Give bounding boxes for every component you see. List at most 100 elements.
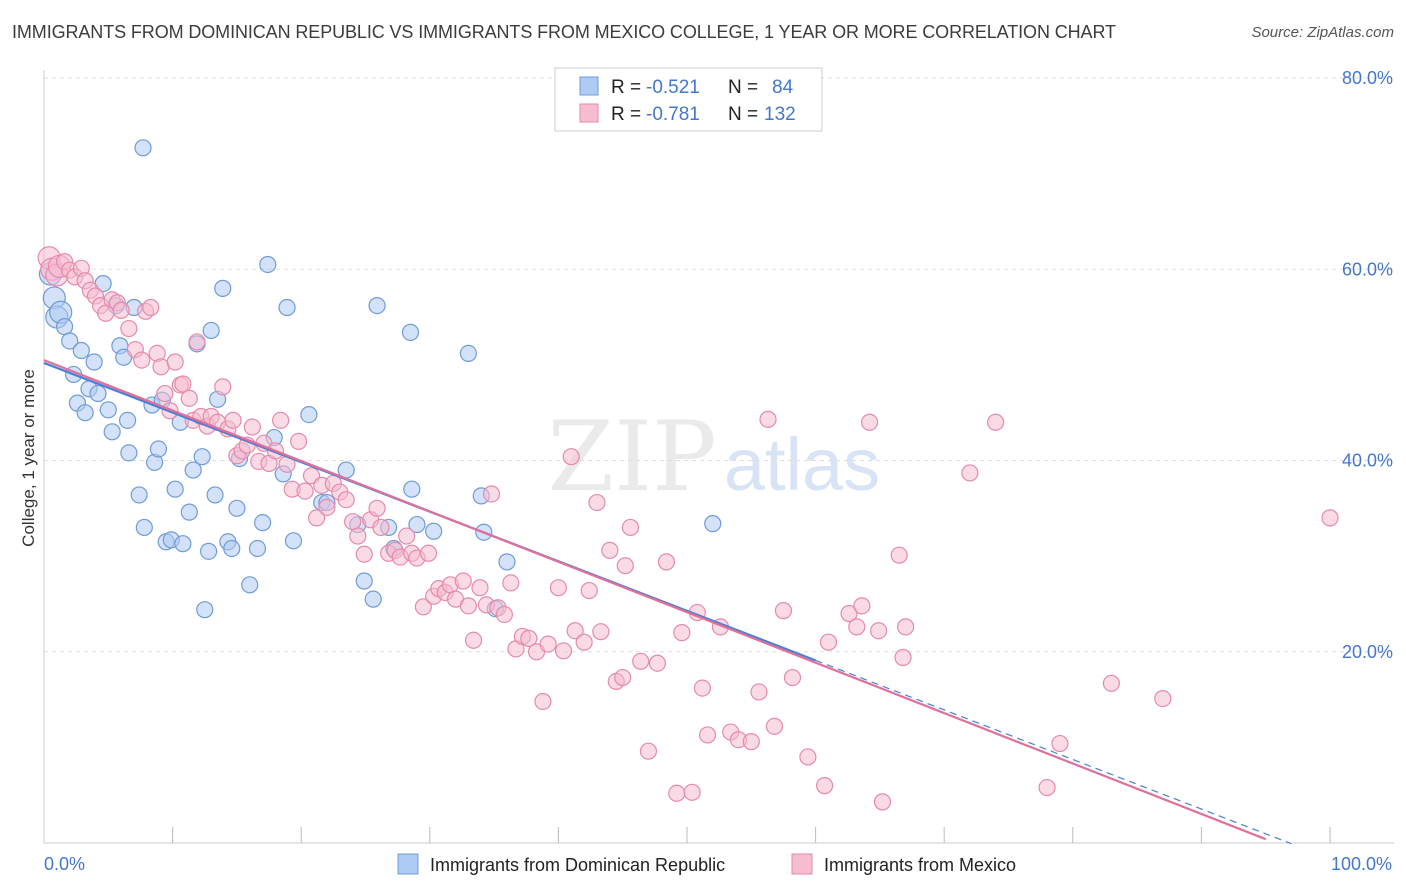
point-mexico xyxy=(621,518,640,537)
chart-title: IMMIGRANTS FROM DOMINICAN REPUBLIC VS IM… xyxy=(12,22,1116,42)
point-dominican xyxy=(200,542,218,560)
point-dominican xyxy=(355,572,373,590)
stats-n-value-pink: 132 xyxy=(764,104,796,125)
point-mexico xyxy=(459,597,477,615)
point-mexico xyxy=(861,413,879,431)
point-mexico xyxy=(742,733,760,751)
point-mexico xyxy=(575,633,593,651)
point-dominican xyxy=(214,279,232,297)
point-mexico xyxy=(673,624,691,642)
point-mexico xyxy=(616,557,634,575)
point-mexico xyxy=(349,527,367,545)
point-dominican xyxy=(180,503,198,521)
point-mexico xyxy=(133,351,151,369)
grid-lines xyxy=(44,77,1394,653)
y-tick-label: 20.0% xyxy=(1342,642,1393,662)
legend-swatch-dominican xyxy=(397,853,419,875)
point-mexico xyxy=(840,604,858,623)
point-dominican xyxy=(184,461,202,479)
point-dominican xyxy=(61,332,79,350)
point-dominican xyxy=(130,486,148,504)
point-mexico xyxy=(588,493,606,512)
point-mexico xyxy=(698,726,717,744)
point-dominican xyxy=(193,448,211,466)
point-mexico xyxy=(471,579,489,597)
point-mexico xyxy=(180,389,198,407)
point-dominican xyxy=(206,486,224,504)
point-mexico xyxy=(1102,674,1120,692)
point-dominican xyxy=(135,518,153,537)
point-mexico xyxy=(639,742,658,760)
stats-r-value-blue: -0.521 xyxy=(646,77,700,98)
point-mexico xyxy=(601,541,619,559)
chart-source: Source: ZipAtlas.com xyxy=(1251,24,1394,41)
point-mexico xyxy=(464,631,483,649)
point-mexico xyxy=(683,783,701,801)
legend-label-mexico: Immigrants from Mexico xyxy=(824,855,1016,875)
point-mexico xyxy=(1038,778,1056,797)
point-mexico xyxy=(774,602,793,620)
point-mexico xyxy=(759,410,777,428)
point-mexico xyxy=(750,683,768,701)
point-dominican xyxy=(284,532,303,550)
point-dominican xyxy=(228,499,246,517)
legend-swatch-mexico xyxy=(791,853,813,875)
point-mexico xyxy=(337,491,355,509)
x-axis-ticks xyxy=(172,827,1331,843)
point-mexico xyxy=(987,413,1005,431)
point-dominican xyxy=(174,535,192,553)
point-mexico xyxy=(894,648,912,667)
point-mexico xyxy=(414,598,432,616)
x-tick-label-max: 100.0% xyxy=(1331,854,1392,874)
point-mexico xyxy=(848,618,866,636)
stats-r-value-pink: -0.781 xyxy=(646,104,700,125)
point-dominican xyxy=(85,353,103,371)
point-dominican xyxy=(166,480,184,498)
point-mexico xyxy=(870,622,888,640)
point-dominican xyxy=(76,404,94,422)
point-mexico xyxy=(520,629,538,647)
point-dominican xyxy=(89,384,107,403)
point-mexico xyxy=(534,692,552,711)
point-mexico xyxy=(1321,509,1339,527)
y-tick-label: 80.0% xyxy=(1342,68,1393,88)
point-dominican xyxy=(278,298,296,317)
point-dominican xyxy=(120,444,138,462)
point-mexico xyxy=(1154,690,1172,708)
point-mexico xyxy=(580,581,598,600)
point-mexico xyxy=(961,464,979,482)
stats-n-label-pink: N = xyxy=(728,104,758,125)
y-tick-label: 60.0% xyxy=(1342,259,1393,279)
data-points xyxy=(37,139,1339,811)
stats-r-label-pink: R = xyxy=(611,104,641,125)
stats-swatch-pink xyxy=(579,103,599,123)
series-legend: Immigrants from Dominican Republic Immig… xyxy=(397,853,1016,875)
point-mexico xyxy=(566,622,584,640)
point-mexico xyxy=(355,545,373,563)
x-tick-label-min: 0.0% xyxy=(44,854,85,874)
trend-line-mexico xyxy=(43,359,1267,841)
point-dominican xyxy=(72,341,90,360)
y-tick-labels: 20.0% 40.0% 60.0% 80.0% xyxy=(1342,68,1393,662)
point-dominican xyxy=(401,323,420,341)
point-dominican xyxy=(364,590,382,608)
point-mexico xyxy=(799,748,817,766)
point-dominican xyxy=(403,480,421,498)
point-mexico xyxy=(592,623,610,641)
point-mexico xyxy=(398,527,416,545)
point-dominican xyxy=(134,139,152,157)
point-mexico xyxy=(783,668,802,687)
point-mexico xyxy=(657,553,676,571)
point-mexico xyxy=(112,301,130,319)
point-dominican xyxy=(704,515,722,533)
stats-n-label-blue: N = xyxy=(728,77,758,98)
point-mexico xyxy=(318,498,336,516)
point-mexico xyxy=(853,597,871,615)
point-mexico xyxy=(188,333,206,351)
point-mexico xyxy=(214,378,232,396)
point-mexico xyxy=(554,642,573,660)
point-dominican xyxy=(498,553,516,571)
point-dominican xyxy=(196,601,214,619)
point-mexico xyxy=(765,717,784,735)
trend-line-dominican-extension xyxy=(815,659,1292,845)
